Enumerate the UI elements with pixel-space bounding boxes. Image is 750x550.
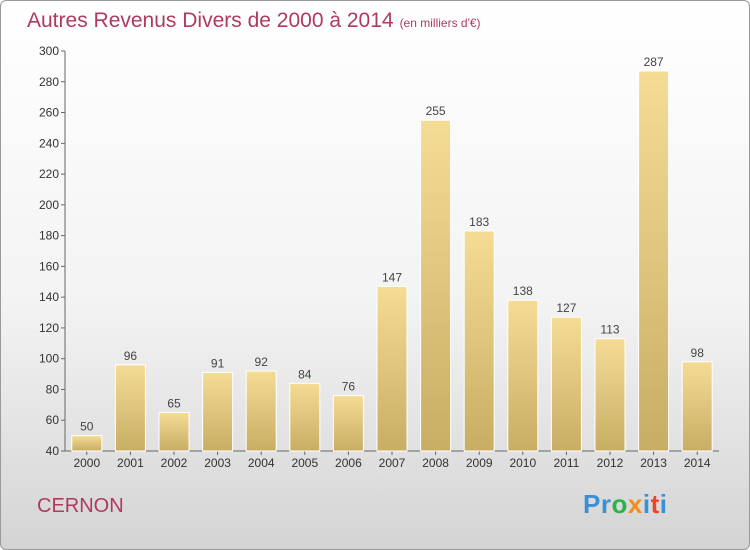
data-label: 147 — [382, 270, 402, 284]
data-label: 98 — [691, 346, 705, 360]
data-label: 84 — [298, 367, 312, 381]
bar — [376, 285, 408, 452]
x-tick-label: 2001 — [117, 456, 144, 470]
data-label: 96 — [124, 349, 138, 363]
y-tick-label: 80 — [46, 382, 60, 396]
y-tick-label: 120 — [39, 321, 59, 335]
bar — [681, 361, 713, 452]
x-tick-label: 2014 — [684, 456, 711, 470]
bar — [332, 395, 364, 452]
data-label: 50 — [80, 420, 94, 434]
bar — [245, 370, 277, 452]
logo-letter: P — [583, 489, 601, 519]
x-tick-label: 2010 — [509, 456, 536, 470]
y-tick-label: 100 — [39, 352, 59, 366]
y-tick-label: 240 — [39, 136, 59, 150]
logo-letter: x — [627, 489, 643, 519]
y-tick-label: 180 — [39, 229, 59, 243]
bar — [638, 70, 670, 452]
chart-bars — [71, 70, 713, 452]
y-tick-label: 200 — [39, 198, 59, 212]
commune-name: CERNON — [37, 495, 124, 517]
data-label: 138 — [513, 284, 533, 298]
bar — [114, 364, 146, 452]
data-label: 287 — [644, 55, 664, 69]
x-tick-label: 2013 — [640, 456, 667, 470]
x-tick-label: 2009 — [466, 456, 493, 470]
y-tick-label: 280 — [39, 75, 59, 89]
data-label: 91 — [211, 357, 225, 371]
x-tick-label: 2011 — [553, 456, 579, 470]
logo-letter: r — [600, 489, 612, 519]
data-label: 183 — [469, 215, 489, 229]
data-label: 255 — [426, 104, 446, 118]
data-label: 127 — [556, 301, 576, 315]
x-tick-label: 2012 — [597, 456, 624, 470]
y-tick-label: 300 — [39, 44, 59, 58]
x-tick-label: 2005 — [291, 456, 318, 470]
data-label: 92 — [255, 355, 269, 369]
x-tick-label: 2002 — [161, 456, 188, 470]
chart-title-block: Autres Revenus Divers de 2000 à 2014 (en … — [27, 9, 481, 33]
bar — [71, 435, 103, 452]
logo-letter: i — [642, 489, 651, 519]
x-tick-label: 2006 — [335, 456, 362, 470]
bar — [158, 412, 190, 452]
bar — [507, 299, 539, 452]
y-tick-label: 40 — [46, 444, 60, 458]
data-label: 113 — [600, 323, 619, 337]
y-tick-label: 220 — [39, 167, 59, 181]
bar — [550, 316, 582, 452]
bar — [594, 338, 626, 452]
x-tick-label: 2008 — [422, 456, 449, 470]
chart-subtitle: (en milliers d'€) — [399, 16, 481, 30]
x-tick-label: 2000 — [73, 456, 100, 470]
x-tick-label: 2007 — [379, 456, 406, 470]
y-tick-label: 60 — [46, 413, 60, 427]
proxiti-logo: Proxiti — [583, 489, 667, 520]
data-label: 65 — [167, 397, 181, 411]
y-tick-label: 140 — [39, 290, 59, 304]
chart-title: Autres Revenus Divers de 2000 à 2014 — [27, 9, 394, 32]
bar — [463, 230, 495, 452]
bar — [289, 382, 321, 452]
logo-letter: o — [611, 489, 628, 519]
logo-letter: t — [650, 489, 660, 519]
x-tick-label: 2004 — [248, 456, 275, 470]
x-tick-label: 2003 — [204, 456, 231, 470]
y-tick-label: 160 — [39, 259, 59, 273]
y-tick-label: 260 — [39, 106, 59, 120]
bar — [202, 372, 234, 452]
logo-letter: i — [659, 489, 668, 519]
data-label: 76 — [342, 380, 356, 394]
bar — [420, 119, 452, 452]
chart-labels: 2000 50 2001 96 2002 65 2003 91 2004 92 2005 84 2006… — [73, 55, 710, 470]
